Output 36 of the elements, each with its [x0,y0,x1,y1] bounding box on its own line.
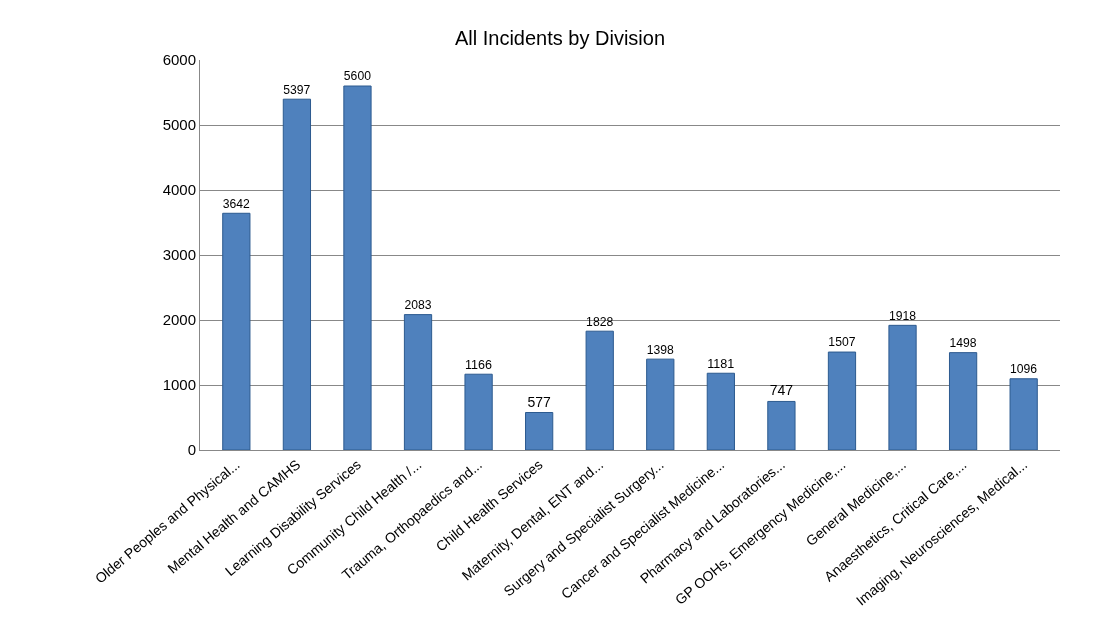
bar [464,373,493,450]
bar [767,400,796,450]
data-label: 1096 [1010,362,1038,377]
bar [585,330,614,450]
data-label: 747 [769,382,794,399]
y-tick-label: 0 [187,441,196,459]
y-tick-label: 4000 [162,181,196,199]
data-label: 1398 [646,342,674,357]
bar [525,412,554,450]
bar [888,324,917,450]
y-tick-label: 3000 [162,246,196,264]
chart-title: All Incidents by Division [454,27,666,50]
bar [646,358,675,450]
bar [282,98,312,450]
data-label: 1166 [464,357,493,372]
data-label: 1507 [828,335,856,350]
y-tick-label: 5000 [162,116,196,134]
bar [827,351,857,450]
data-label: 1181 [707,356,735,371]
bar [948,352,978,450]
bar [343,85,372,450]
data-label: 1918 [888,308,917,323]
data-label: 577 [527,393,551,410]
y-tick-label: 6000 [162,51,196,69]
bar [706,372,735,450]
bar [403,314,433,450]
data-label: 5397 [283,82,311,97]
y-tick-label: 1000 [162,376,196,394]
y-tick-label: 2000 [162,311,196,329]
data-label: 5600 [343,69,372,84]
data-label: 3642 [222,196,251,211]
data-label: 1828 [586,314,614,329]
data-label: 2083 [404,298,432,312]
data-label: 1498 [949,336,977,351]
bar [1009,378,1038,450]
bar [222,212,251,450]
